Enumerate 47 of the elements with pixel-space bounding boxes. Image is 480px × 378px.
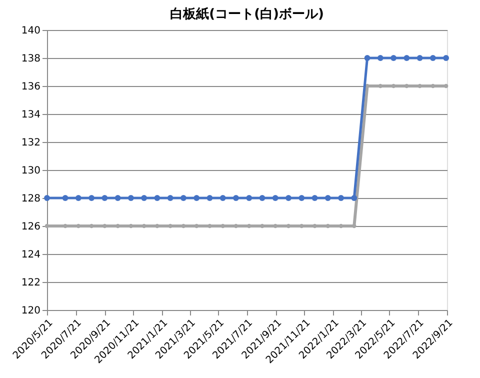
- point: [390, 55, 396, 61]
- point: [430, 55, 436, 61]
- point: [141, 195, 148, 201]
- y-tick-label: 128: [21, 194, 40, 204]
- y-tick-label: 120: [21, 306, 40, 316]
- point: [272, 195, 278, 201]
- y-tick-label: 132: [21, 138, 40, 148]
- point: [364, 55, 370, 61]
- chart-title: 白板紙(コート(白)ボール): [170, 7, 324, 22]
- point: [324, 195, 331, 201]
- y-tick-label: 130: [21, 166, 40, 176]
- point: [260, 224, 264, 228]
- point: [443, 55, 450, 61]
- point: [102, 195, 108, 201]
- point: [416, 55, 423, 61]
- point: [63, 224, 68, 228]
- point: [206, 195, 213, 201]
- point: [180, 195, 186, 201]
- point: [298, 195, 305, 201]
- point: [377, 55, 384, 61]
- point: [404, 55, 410, 61]
- point: [220, 195, 226, 201]
- y-tick-label: 124: [21, 250, 40, 260]
- point: [208, 224, 212, 228]
- point: [233, 195, 239, 201]
- point: [154, 195, 160, 201]
- point: [246, 195, 252, 201]
- point: [352, 224, 356, 228]
- point: [259, 195, 266, 201]
- point: [88, 195, 95, 201]
- point: [128, 195, 134, 201]
- y-tick-label: 136: [21, 82, 40, 92]
- y-tick-label: 134: [21, 110, 40, 120]
- point: [167, 195, 174, 201]
- point: [286, 195, 292, 201]
- y-tick-label: 122: [21, 278, 40, 288]
- y-tick-label: 126: [21, 222, 40, 232]
- point: [62, 195, 68, 201]
- point: [114, 195, 121, 201]
- y-tick-label: 138: [21, 54, 40, 64]
- point: [312, 224, 317, 228]
- y-tick-label: 140: [21, 26, 40, 36]
- point: [312, 195, 318, 201]
- point: [194, 195, 200, 201]
- point: [338, 195, 344, 201]
- point: [351, 195, 358, 201]
- point: [75, 195, 82, 201]
